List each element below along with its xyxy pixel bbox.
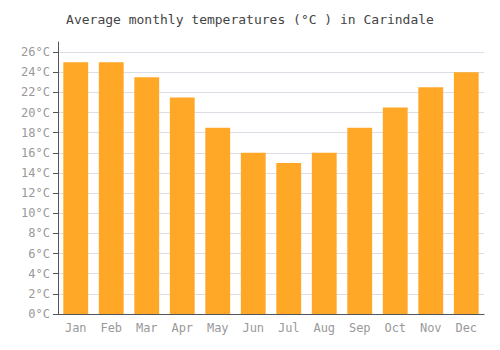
svg-text:Feb: Feb [100,321,122,335]
svg-text:Mar: Mar [136,321,158,335]
svg-text:Sep: Sep [349,321,371,335]
svg-text:Nov: Nov [420,321,442,335]
svg-text:10°C: 10°C [21,206,50,220]
svg-text:Jan: Jan [65,321,87,335]
svg-text:6°C: 6°C [28,247,50,261]
svg-text:4°C: 4°C [28,267,50,281]
svg-text:18°C: 18°C [21,126,50,140]
svg-text:20°C: 20°C [21,106,50,120]
svg-text:14°C: 14°C [21,166,50,180]
svg-text:24°C: 24°C [21,65,50,79]
svg-text:2°C: 2°C [28,287,50,301]
svg-text:Average monthly temperatures (: Average monthly temperatures (°C ) in Ca… [66,12,434,27]
svg-text:Dec: Dec [455,321,477,335]
svg-text:0°C: 0°C [28,307,50,321]
svg-text:Apr: Apr [171,321,193,335]
svg-text:Jun: Jun [242,321,264,335]
svg-text:16°C: 16°C [21,146,50,160]
svg-text:12°C: 12°C [21,186,50,200]
svg-text:8°C: 8°C [28,226,50,240]
svg-text:Jul: Jul [278,321,300,335]
svg-text:26°C: 26°C [21,45,50,59]
svg-text:Aug: Aug [313,321,335,335]
svg-text:May: May [207,321,229,335]
svg-text:Oct: Oct [384,321,406,335]
svg-text:22°C: 22°C [21,85,50,99]
